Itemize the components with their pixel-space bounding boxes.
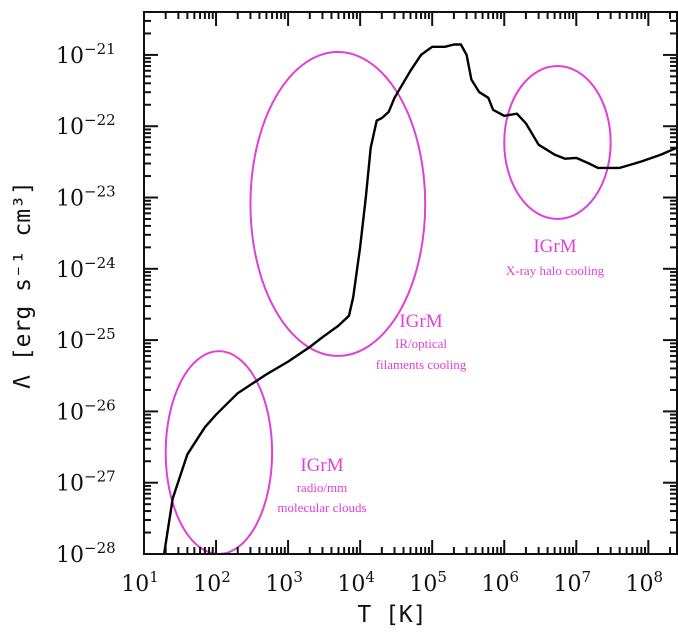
annotation-xray: IGrM X-ray halo cooling xyxy=(506,236,605,278)
x-tick-label: 108 xyxy=(626,568,664,597)
annotation-xray-line-1: X-ray halo cooling xyxy=(506,263,605,278)
y-tick-label: 10−26 xyxy=(56,396,116,425)
annotation-radio-line-2: molecular clouds xyxy=(277,500,366,515)
x-tick-label: 105 xyxy=(409,568,447,597)
annotation-ir-title: IGrM xyxy=(399,311,442,332)
y-tick-label: 10−28 xyxy=(56,539,116,568)
region-ellipses xyxy=(164,50,612,555)
axis-ticks xyxy=(143,11,677,555)
ir-region-ellipse xyxy=(249,50,427,357)
plot-frame xyxy=(143,11,678,555)
y-tick-label: 10−21 xyxy=(56,40,116,69)
x-tick-label: 107 xyxy=(554,568,592,597)
x-tick-label: 101 xyxy=(121,568,159,597)
annotation-ir: IGrM IR/optical filaments cooling xyxy=(376,311,467,372)
annotation-radio-line-1: radio/mm xyxy=(297,480,348,495)
annotation-radio-title: IGrM xyxy=(300,455,343,476)
annotation-ir-line-1: IR/optical xyxy=(395,336,447,351)
series-layer xyxy=(162,43,678,555)
x-tick-label: 102 xyxy=(193,568,231,597)
y-tick-label: 10−25 xyxy=(56,325,116,354)
x-axis-label: T [K] xyxy=(357,602,426,628)
y-axis-label: Λ [erg s⁻¹ cm³] xyxy=(10,181,36,389)
xray-region-ellipse xyxy=(503,64,612,220)
x-tick-labels: 101 102 103 104 105 106 107 108 xyxy=(121,568,663,597)
series-line-0 xyxy=(162,43,678,555)
y-tick-label: 10−27 xyxy=(56,468,116,497)
x-tick-label: 104 xyxy=(337,568,375,597)
y-tick-label: 10−24 xyxy=(56,254,116,283)
y-tick-label: 10−23 xyxy=(56,183,116,212)
y-tick-labels: 10−28 10−27 10−26 10−25 10−24 10−23 10−22 10−21 xyxy=(56,40,116,568)
y-tick-label: 10−22 xyxy=(56,111,116,140)
annotation-radio: IGrM radio/mm molecular clouds xyxy=(277,455,366,515)
annotation-ir-line-2: filaments cooling xyxy=(376,357,467,372)
x-tick-label: 106 xyxy=(481,568,519,597)
x-tick-label: 103 xyxy=(265,568,303,597)
annotation-xray-title: IGrM xyxy=(533,236,576,257)
